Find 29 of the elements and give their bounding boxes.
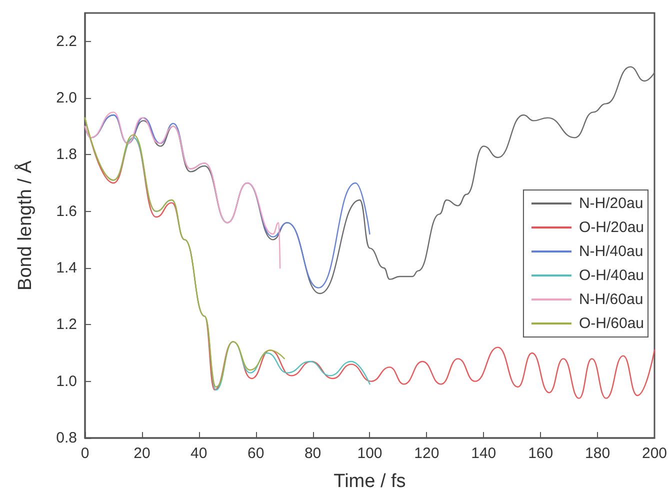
legend-label: N-H/20au: [578, 195, 644, 212]
y-tick-label: 2.0: [56, 90, 77, 106]
line-series: [84, 117, 285, 388]
legend-label: O-H/40au: [578, 267, 644, 284]
x-tick-label: 200: [642, 445, 667, 462]
legend-label: N-H/60au: [578, 291, 644, 308]
x-tick-label: 60: [248, 445, 264, 462]
y-tick-label: 1.2: [56, 316, 77, 334]
x-tick-label: 20: [134, 445, 150, 462]
y-tick-label: 0.8: [56, 430, 77, 446]
x-tick-label: 160: [528, 445, 554, 462]
y-axis-title: Bond length / Å: [14, 160, 36, 290]
y-tick-label: 2.2: [56, 32, 77, 50]
y-tick-label: 1.0: [56, 372, 77, 390]
x-tick-label: 120: [414, 445, 440, 462]
legend-label: O-H/60au: [578, 315, 644, 332]
x-tick-label: 80: [304, 445, 322, 462]
x-tick-label: 180: [585, 445, 610, 462]
x-axis-title: Time / fs: [334, 471, 406, 492]
line-series: [84, 112, 281, 269]
x-tick-label: 100: [357, 445, 382, 462]
x-tick-label: 0: [80, 445, 90, 462]
y-tick-label: 1.4: [56, 260, 77, 276]
x-tick-label: 140: [471, 445, 496, 462]
legend-label: O-H/20au: [578, 219, 644, 236]
y-tick-label: 1.8: [56, 146, 77, 164]
legend-label: N-H/40au: [578, 243, 644, 260]
x-tick-label: 40: [190, 445, 208, 462]
y-tick-label: 1.6: [56, 202, 77, 220]
